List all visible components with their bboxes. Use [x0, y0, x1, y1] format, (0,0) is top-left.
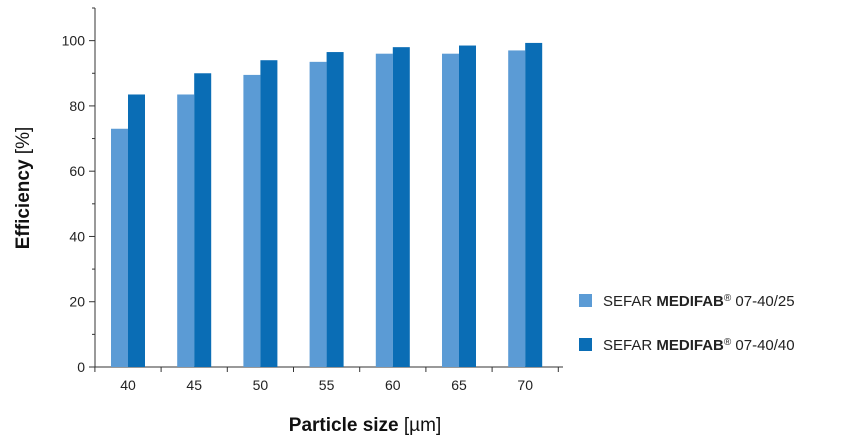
x-axis-title: Particle size [µm] [289, 415, 441, 436]
legend-swatch-2 [579, 338, 592, 351]
bar-series-1 [309, 61, 327, 367]
legend-label-2-bold: MEDIFAB [656, 337, 724, 354]
bar-series-2 [459, 45, 476, 367]
y-tick-label: 100 [62, 33, 86, 49]
x-axis-title-bold: Particle size [289, 415, 399, 436]
bar-series-2 [326, 52, 344, 368]
bar-series-1 [243, 74, 261, 368]
bar-series-2 [392, 47, 410, 367]
legend-label-2-prefix: SEFAR [603, 337, 656, 354]
y-tick-label: 80 [69, 98, 85, 114]
bar-series-2 [525, 42, 543, 368]
x-tick-label: 60 [385, 377, 401, 393]
legend-label-1-sup: ® [724, 293, 732, 304]
legend-label-1-bold: MEDIFAB [656, 293, 724, 310]
x-axis-title-unit: [µm] [399, 415, 442, 436]
y-axis-title-bold: Efficiency [13, 159, 34, 249]
x-tick-label: 65 [451, 377, 467, 393]
y-tick-label: 60 [69, 163, 85, 179]
legend-item-2: SEFAR MEDIFAB® 07-40/40 [579, 337, 795, 354]
y-tick-label: 20 [69, 294, 85, 310]
x-tick-label: 55 [319, 377, 335, 393]
legend: SEFAR MEDIFAB® 07-40/25 SEFAR MEDIFAB® 0… [579, 293, 795, 354]
bar-series-1 [442, 53, 459, 367]
bar-series-1 [111, 128, 128, 367]
bars [111, 42, 543, 368]
legend-label-2-suffix: 07-40/40 [731, 337, 794, 354]
x-tick-label: 45 [186, 377, 202, 393]
bar-series-2 [260, 60, 278, 368]
y-ticks: 0 20 40 60 80 100 [62, 7, 95, 375]
bar-series-1 [375, 53, 393, 367]
legend-label-2: SEFAR MEDIFAB® 07-40/40 [603, 337, 795, 354]
legend-swatch-1 [579, 294, 592, 307]
bar-series-2 [194, 73, 212, 367]
x-ticks: 40 45 50 55 60 65 70 [94, 367, 559, 393]
y-tick-label: 0 [77, 359, 85, 375]
bar-series-1 [177, 94, 195, 368]
y-axis-title-unit: [%] [13, 127, 34, 160]
legend-item-1: SEFAR MEDIFAB® 07-40/25 [579, 293, 795, 310]
legend-label-1-prefix: SEFAR [603, 293, 656, 310]
legend-label-1-suffix: 07-40/25 [731, 293, 794, 310]
legend-label-2-sup: ® [724, 337, 732, 348]
bar-series-1 [508, 50, 526, 367]
legend-label-1: SEFAR MEDIFAB® 07-40/25 [603, 293, 795, 310]
bar-series-2 [128, 94, 145, 368]
y-tick-label: 40 [69, 228, 85, 244]
y-axis-title: Efficiency [%] [13, 127, 34, 250]
x-tick-label: 40 [120, 377, 136, 393]
x-tick-label: 50 [253, 377, 269, 393]
x-tick-label: 70 [517, 377, 533, 393]
